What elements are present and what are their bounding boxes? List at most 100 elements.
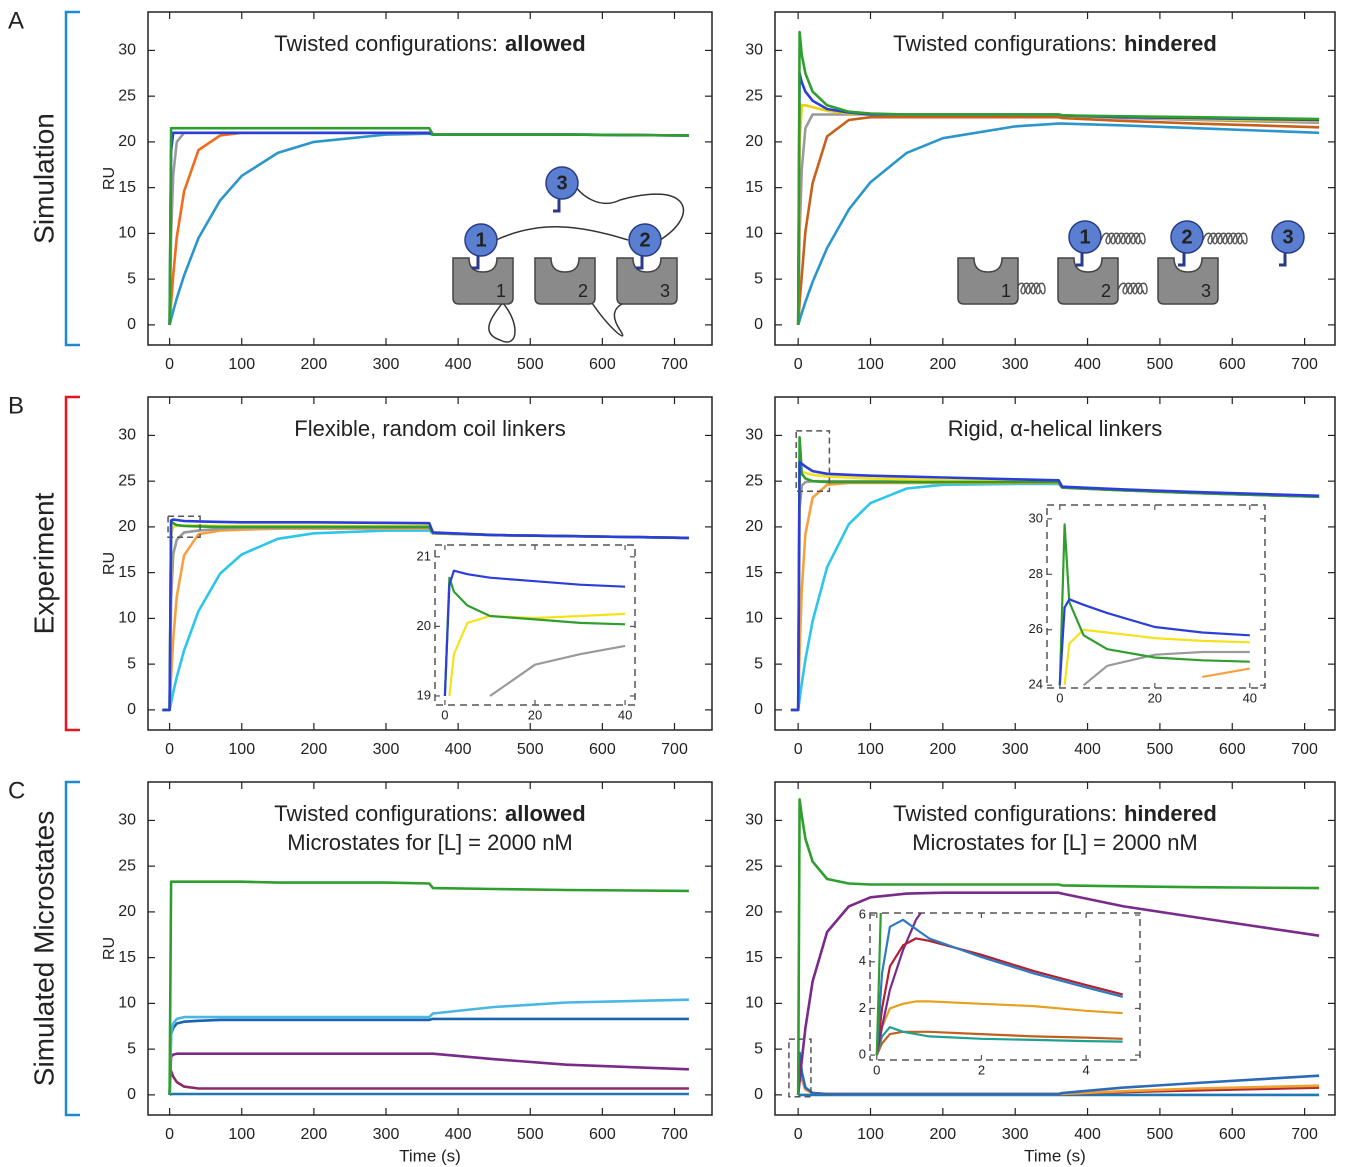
data-line	[1082, 650, 1250, 687]
x-tick-label: 200	[930, 741, 957, 758]
receptor-block	[534, 257, 596, 305]
y-tick-label: 25	[118, 87, 136, 104]
y-tick-label: 25	[745, 472, 763, 489]
x-tick-label: 40	[1243, 690, 1257, 705]
ligand-stem	[553, 195, 561, 213]
y-tick-label: 30	[118, 427, 136, 444]
x-tick-label: 700	[661, 1126, 688, 1143]
bracket	[64, 780, 80, 1117]
title-text: Twisted configurations:	[893, 31, 1117, 56]
chart-subtitle: Microstates for [L] = 2000 nM	[912, 830, 1198, 855]
x-tick-label: 600	[589, 1126, 616, 1143]
x-tick-label: 400	[445, 741, 472, 758]
x-tick-label: 400	[445, 356, 472, 373]
y-axis-label: RU	[101, 167, 118, 190]
x-tick-label: 0	[794, 356, 803, 373]
data-line	[796, 122, 1320, 326]
row-label: Experiment	[28, 492, 59, 634]
x-tick-label: 200	[930, 1126, 957, 1143]
data-line	[796, 30, 1320, 325]
y-tick-label: 25	[118, 472, 136, 489]
bracket	[64, 395, 80, 732]
ligand-domain	[1170, 220, 1204, 254]
data-line	[796, 1051, 1320, 1096]
x-tick-label: 700	[1291, 1126, 1318, 1143]
x-tick-label: 0	[1056, 690, 1063, 705]
title-text: Twisted configurations:	[274, 801, 498, 826]
y-tick-label: 15	[745, 949, 763, 966]
data-line	[1063, 628, 1250, 686]
receptor-number: 2	[578, 281, 588, 301]
data-line	[875, 913, 923, 1056]
title-text: Flexible, random coil linkers	[294, 416, 565, 441]
y-tick-label: 0	[754, 701, 763, 718]
plot-lines	[796, 30, 1320, 326]
y-tick-label: 10	[118, 225, 136, 242]
x-tick-label: 500	[1147, 1126, 1174, 1143]
plot-lines	[443, 569, 626, 697]
y-tick-label: 2	[859, 1000, 866, 1015]
x-tick-label: 700	[1291, 356, 1318, 373]
chart-subtitle: Microstates for [L] = 2000 nM	[287, 830, 573, 855]
y-tick-label: 0	[754, 316, 763, 333]
data-line	[875, 937, 1123, 1056]
x-tick-label: 0	[873, 1062, 880, 1077]
data-line	[162, 518, 689, 712]
panel-letter: C	[8, 777, 25, 804]
x-tick-label: 500	[1147, 356, 1174, 373]
data-line	[1058, 523, 1250, 686]
y-tick-label: 4	[859, 953, 866, 968]
ligand-number: 1	[1079, 226, 1090, 248]
x-tick-label: 100	[228, 741, 255, 758]
data-line	[168, 131, 689, 325]
plot-lines	[1058, 523, 1250, 687]
y-tick-label: 10	[745, 995, 763, 1012]
receptor-number: 1	[1001, 281, 1011, 301]
data-line	[168, 1092, 689, 1097]
x-axis-label: Time (s)	[399, 1146, 461, 1165]
x-tick-label: 0	[165, 741, 174, 758]
y-tick-label: 10	[118, 610, 136, 627]
x-tick-label: 20	[1148, 690, 1162, 705]
x-tick-label: 0	[165, 356, 174, 373]
plot-frame	[147, 781, 713, 1116]
y-tick-label: 30	[745, 42, 763, 59]
ligand-number: 1	[475, 229, 486, 251]
receptor-block	[616, 257, 678, 305]
data-line	[168, 998, 689, 1095]
y-tick-label: 26	[1029, 621, 1043, 636]
y-tick-label: 28	[1029, 566, 1043, 581]
y-tick-label: 25	[745, 87, 763, 104]
y-tick-label: 15	[118, 179, 136, 196]
y-tick-label: 5	[754, 270, 763, 287]
y-tick-label: 10	[745, 225, 763, 242]
chart-title: Twisted configurations: hindered	[893, 31, 1217, 56]
y-tick-label: 15	[745, 564, 763, 581]
x-tick-label: 100	[857, 741, 884, 758]
ligand-stem	[472, 252, 480, 270]
data-line	[875, 1026, 1123, 1056]
data-line	[1058, 598, 1250, 686]
panel-letter: B	[8, 392, 24, 419]
chart-title: Twisted configurations: hindered	[893, 801, 1217, 826]
data-line	[168, 126, 689, 325]
y-tick-label: 30	[118, 812, 136, 829]
x-tick-label: 300	[1002, 741, 1029, 758]
row-label: Simulated Microstates	[28, 811, 59, 1086]
x-tick-label: 100	[228, 356, 255, 373]
y-tick-label: 20	[417, 618, 431, 633]
ligand-number: 3	[556, 172, 567, 194]
title-text: Rigid, α-helical linkers	[948, 416, 1162, 441]
y-tick-label: 20	[745, 903, 763, 920]
y-tick-label: 5	[754, 1040, 763, 1057]
receptor-number: 1	[496, 281, 506, 301]
x-tick-label: 300	[373, 741, 400, 758]
ligand-number: 3	[1282, 226, 1293, 248]
y-tick-label: 15	[118, 949, 136, 966]
data-line	[168, 1017, 689, 1095]
x-tick-label: 400	[1074, 741, 1101, 758]
receptor-block	[1057, 257, 1119, 305]
title-emphasis: hindered	[1124, 31, 1217, 56]
panel-letter: A	[8, 7, 24, 34]
ligand-stem	[1279, 249, 1287, 267]
